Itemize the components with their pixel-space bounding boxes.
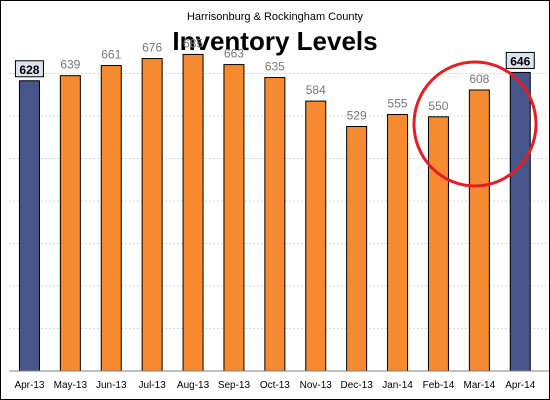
- x-tick-Sep-13: Sep-13: [218, 380, 251, 391]
- x-tick-Jun-13: Jun-13: [96, 380, 127, 391]
- value-label-Jan-14: 555: [388, 97, 408, 111]
- bar-Oct-13: [264, 77, 286, 372]
- bar-Mar-14: [468, 89, 490, 372]
- value-label-Apr-14: 646: [510, 54, 530, 68]
- bars: [18, 53, 531, 372]
- value-label-May-13: 639: [60, 58, 80, 72]
- bar-Aug-13: [182, 53, 204, 372]
- x-tick-Apr-14: Apr-14: [505, 380, 535, 391]
- highlight-circle: [412, 60, 538, 188]
- value-label-box: [505, 51, 535, 69]
- bar-Apr-14: [509, 71, 531, 372]
- value-labels: 628 639 661 676 685 663 635 584 529 555 550 608 646: [14, 36, 535, 123]
- value-label-Aug-13: 685: [183, 36, 203, 50]
- x-tick-May-13: May-13: [54, 380, 88, 391]
- value-label-Dec-13: 529: [347, 109, 367, 123]
- bar-Nov-13: [305, 100, 327, 372]
- value-label-Sep-13: 663: [224, 47, 244, 61]
- bar-Dec-13: [346, 126, 368, 372]
- bar-Jul-13: [141, 58, 163, 372]
- value-label-box: [14, 60, 44, 78]
- bar-Jan-14: [387, 114, 409, 372]
- value-label-Jun-13: 661: [101, 48, 121, 62]
- value-label-Mar-14: 608: [469, 72, 489, 86]
- bar-Apr-13: [18, 80, 40, 372]
- bar-May-13: [59, 75, 81, 372]
- chart-subtitle: Harrisonburg & Rockingham County: [187, 11, 364, 23]
- x-tick-Feb-14: Feb-14: [423, 380, 455, 391]
- x-tick-Mar-14: Mar-14: [464, 380, 496, 391]
- value-label-Jul-13: 676: [142, 41, 162, 55]
- x-tick-Nov-13: Nov-13: [300, 380, 333, 391]
- x-tick-Aug-13: Aug-13: [177, 380, 210, 391]
- bar-Sep-13: [223, 64, 245, 372]
- bar-Feb-14: [427, 116, 449, 372]
- value-label-Apr-13: 628: [19, 63, 39, 77]
- value-label-Oct-13: 635: [265, 60, 285, 74]
- chart-title: Inventory Levels: [172, 26, 377, 56]
- x-tick-labels: Apr-13 May-13 Jun-13 Jul-13 Aug-13 Sep-13 Oct-…: [14, 380, 535, 391]
- x-tick-Apr-13: Apr-13: [14, 380, 44, 391]
- value-label-Nov-13: 584: [306, 83, 326, 97]
- x-tick-Jul-13: Jul-13: [139, 380, 167, 391]
- bar-Jun-13: [100, 65, 122, 372]
- x-tick-Dec-13: Dec-13: [341, 380, 374, 391]
- value-label-Feb-14: 550: [428, 99, 448, 113]
- x-tick-Jan-14: Jan-14: [382, 380, 413, 391]
- x-tick-Oct-13: Oct-13: [260, 380, 290, 391]
